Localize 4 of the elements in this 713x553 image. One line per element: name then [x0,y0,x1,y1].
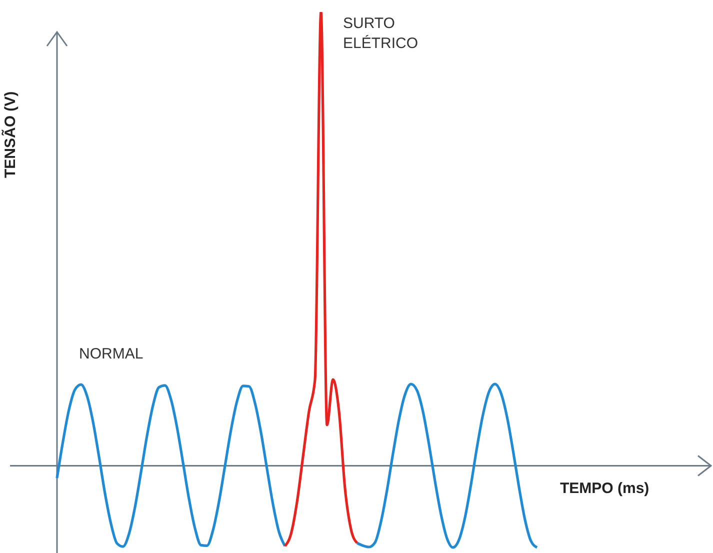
y-axis-title: TENSÃO (V) [2,91,19,178]
series-label: SURTO ELÉTRICO [343,15,418,52]
series-label: NORMAL [79,346,144,363]
x-axis-title: TEMPO (ms) [560,480,650,497]
